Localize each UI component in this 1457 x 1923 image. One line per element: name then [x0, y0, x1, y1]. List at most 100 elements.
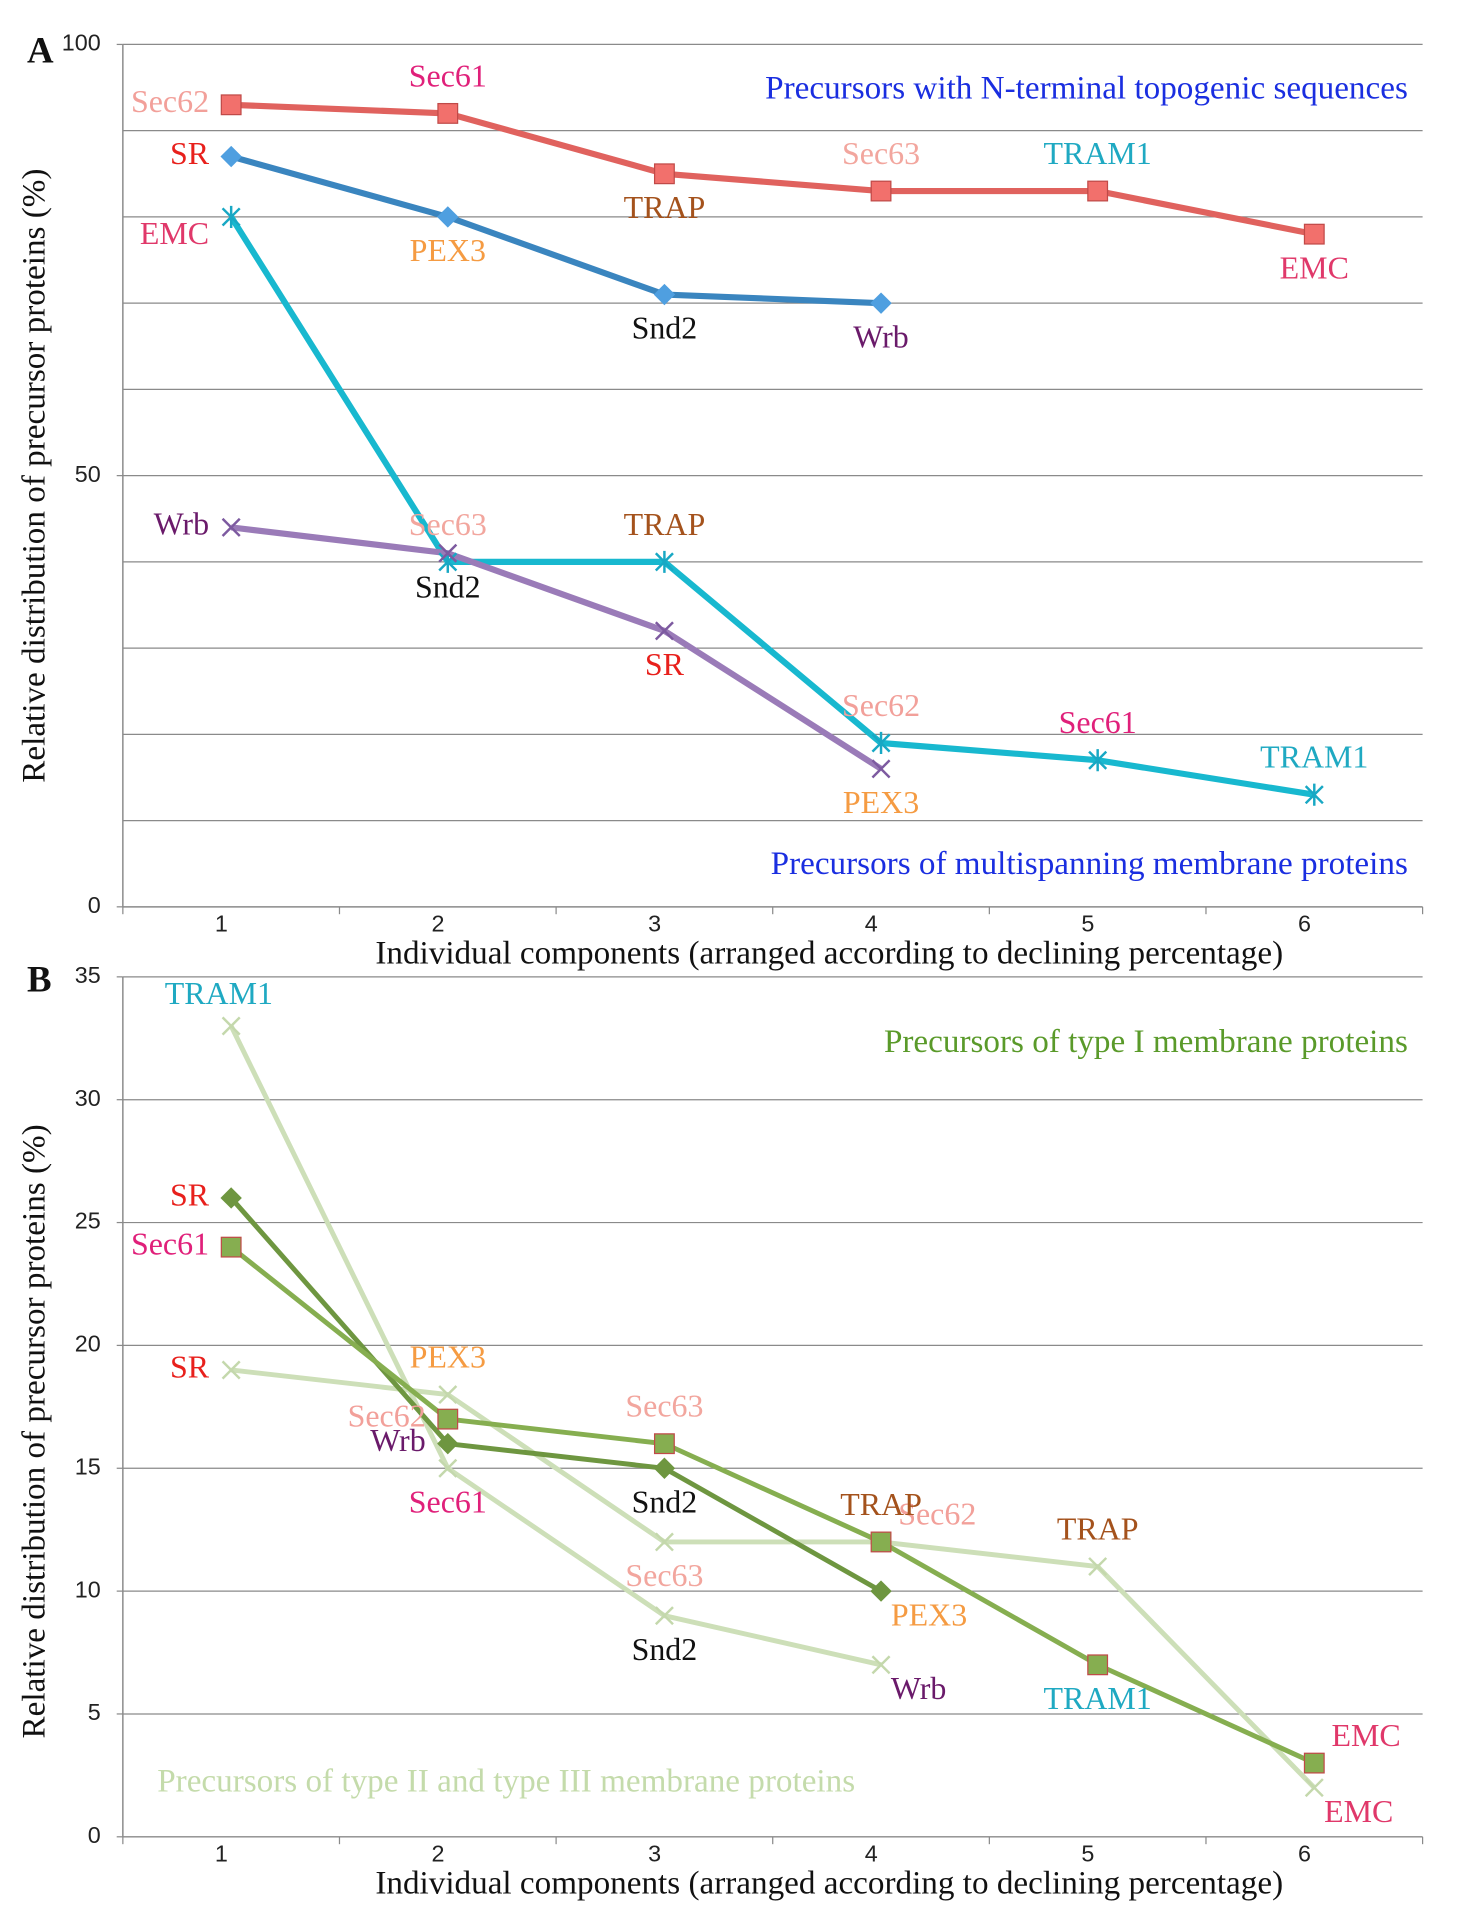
- marker: [1304, 783, 1324, 806]
- point-label: EMC: [1331, 1718, 1400, 1753]
- x-tick-label: 5: [1081, 1840, 1094, 1866]
- point-label: SR: [170, 1349, 210, 1384]
- x-axis-title: Individual components (arranged accordin…: [375, 1865, 1283, 1902]
- y-tick-label: 15: [75, 1453, 101, 1479]
- point-label: Sec62: [131, 84, 209, 119]
- marker: [437, 1408, 459, 1430]
- x-tick-label: 4: [865, 910, 878, 936]
- point-label: PEX3: [891, 1597, 967, 1632]
- marker: [221, 1016, 241, 1036]
- x-tick-label: 3: [648, 910, 661, 936]
- x-tick-label: 2: [431, 910, 444, 936]
- series-line: [229, 1196, 883, 1594]
- point-label: SR: [645, 647, 685, 682]
- x-tick-label: 1: [215, 1840, 228, 1866]
- marker: [220, 145, 242, 168]
- marker: [1087, 180, 1109, 202]
- point-label: TRAP: [1057, 1511, 1139, 1546]
- point-label: TRAP: [624, 507, 706, 542]
- x-axis-title: Individual components (arranged accordin…: [375, 935, 1283, 972]
- y-tick-label: 100: [62, 30, 101, 56]
- x-tick-label: 1: [215, 910, 228, 936]
- point-label: TRAM1: [1044, 1681, 1152, 1716]
- point-label: Wrb: [154, 507, 209, 542]
- marker: [870, 1580, 892, 1602]
- marker: [221, 205, 241, 228]
- point-label: EMC: [140, 216, 209, 251]
- point-label: Snd2: [632, 1484, 698, 1519]
- point-label: Sec62: [348, 1398, 426, 1433]
- point-label: SR: [170, 1177, 210, 1212]
- marker: [654, 1606, 674, 1626]
- series-line: [231, 101, 1315, 238]
- marker: [1303, 223, 1325, 245]
- point-label: Sec61: [409, 58, 487, 93]
- marker: [654, 621, 674, 641]
- marker: [870, 292, 892, 314]
- x-tick-label: 2: [431, 1840, 444, 1866]
- marker: [437, 102, 459, 124]
- marker: [1087, 1654, 1109, 1676]
- marker: [653, 1457, 676, 1479]
- point-label: TRAM1: [165, 976, 273, 1011]
- point-label: Wrb: [370, 1423, 425, 1458]
- annotation: Precursors with N-terminal topogenic seq…: [765, 70, 1408, 107]
- marker: [654, 1532, 674, 1552]
- y-tick-label: 20: [75, 1331, 101, 1357]
- marker: [653, 283, 676, 306]
- point-label: PEX3: [843, 785, 919, 820]
- y-tick-label: 0: [88, 1822, 101, 1848]
- marker: [870, 180, 892, 202]
- marker: [871, 759, 891, 779]
- marker: [438, 1458, 458, 1478]
- annotation: Precursors of type I membrane proteins: [884, 1023, 1408, 1060]
- marker: [1303, 1752, 1325, 1774]
- x-tick-label: 6: [1298, 1840, 1311, 1866]
- marker: [221, 517, 241, 537]
- y-tick-label: 5: [88, 1699, 101, 1725]
- x-tick-label: 3: [648, 1840, 661, 1866]
- marker: [654, 550, 674, 573]
- marker: [437, 206, 459, 228]
- point-label: Sec62: [898, 1497, 976, 1532]
- point-label: Sec63: [625, 1389, 703, 1424]
- y-tick-label: 25: [75, 1208, 101, 1234]
- marker: [220, 94, 242, 116]
- marker: [653, 163, 675, 185]
- point-label: Sec62: [842, 688, 920, 723]
- point-label: Snd2: [632, 1632, 698, 1667]
- point-label: EMC: [1324, 1794, 1393, 1829]
- point-label: EMC: [1280, 250, 1349, 285]
- series-line: [230, 153, 882, 307]
- panel-label: B: [27, 958, 52, 999]
- y-axis-title: Relative distribution of precursor prote…: [15, 1124, 52, 1738]
- point-label: Sec61: [1059, 705, 1137, 740]
- x-tick-label: 4: [865, 1840, 878, 1866]
- y-tick-label: 10: [75, 1576, 101, 1602]
- marker: [437, 1432, 459, 1455]
- point-label: TRAM1: [1260, 740, 1368, 775]
- y-tick-label: 30: [75, 1085, 101, 1111]
- series-line: [229, 1245, 1316, 1766]
- marker: [871, 1655, 891, 1675]
- y-tick-label: 35: [75, 962, 101, 988]
- marker: [1088, 1557, 1108, 1577]
- point-label: PEX3: [410, 1339, 486, 1374]
- marker: [871, 731, 891, 755]
- point-label: TRAP: [624, 190, 706, 225]
- y-axis-title: Relative distribution of precursor prote…: [15, 169, 52, 783]
- point-label: Snd2: [632, 311, 698, 346]
- point-label: Wrb: [891, 1671, 946, 1706]
- point-label: Snd2: [415, 569, 481, 604]
- point-label: PEX3: [410, 233, 486, 268]
- series-line: [228, 215, 1315, 798]
- marker: [220, 1187, 242, 1209]
- annotation: Precursors of multispanning membrane pro…: [771, 845, 1408, 882]
- marker: [221, 1360, 241, 1380]
- y-tick-label: 0: [88, 892, 101, 918]
- point-label: Sec63: [625, 1558, 703, 1593]
- marker: [438, 543, 458, 563]
- x-tick-label: 5: [1081, 910, 1094, 936]
- panel-label: A: [27, 30, 54, 71]
